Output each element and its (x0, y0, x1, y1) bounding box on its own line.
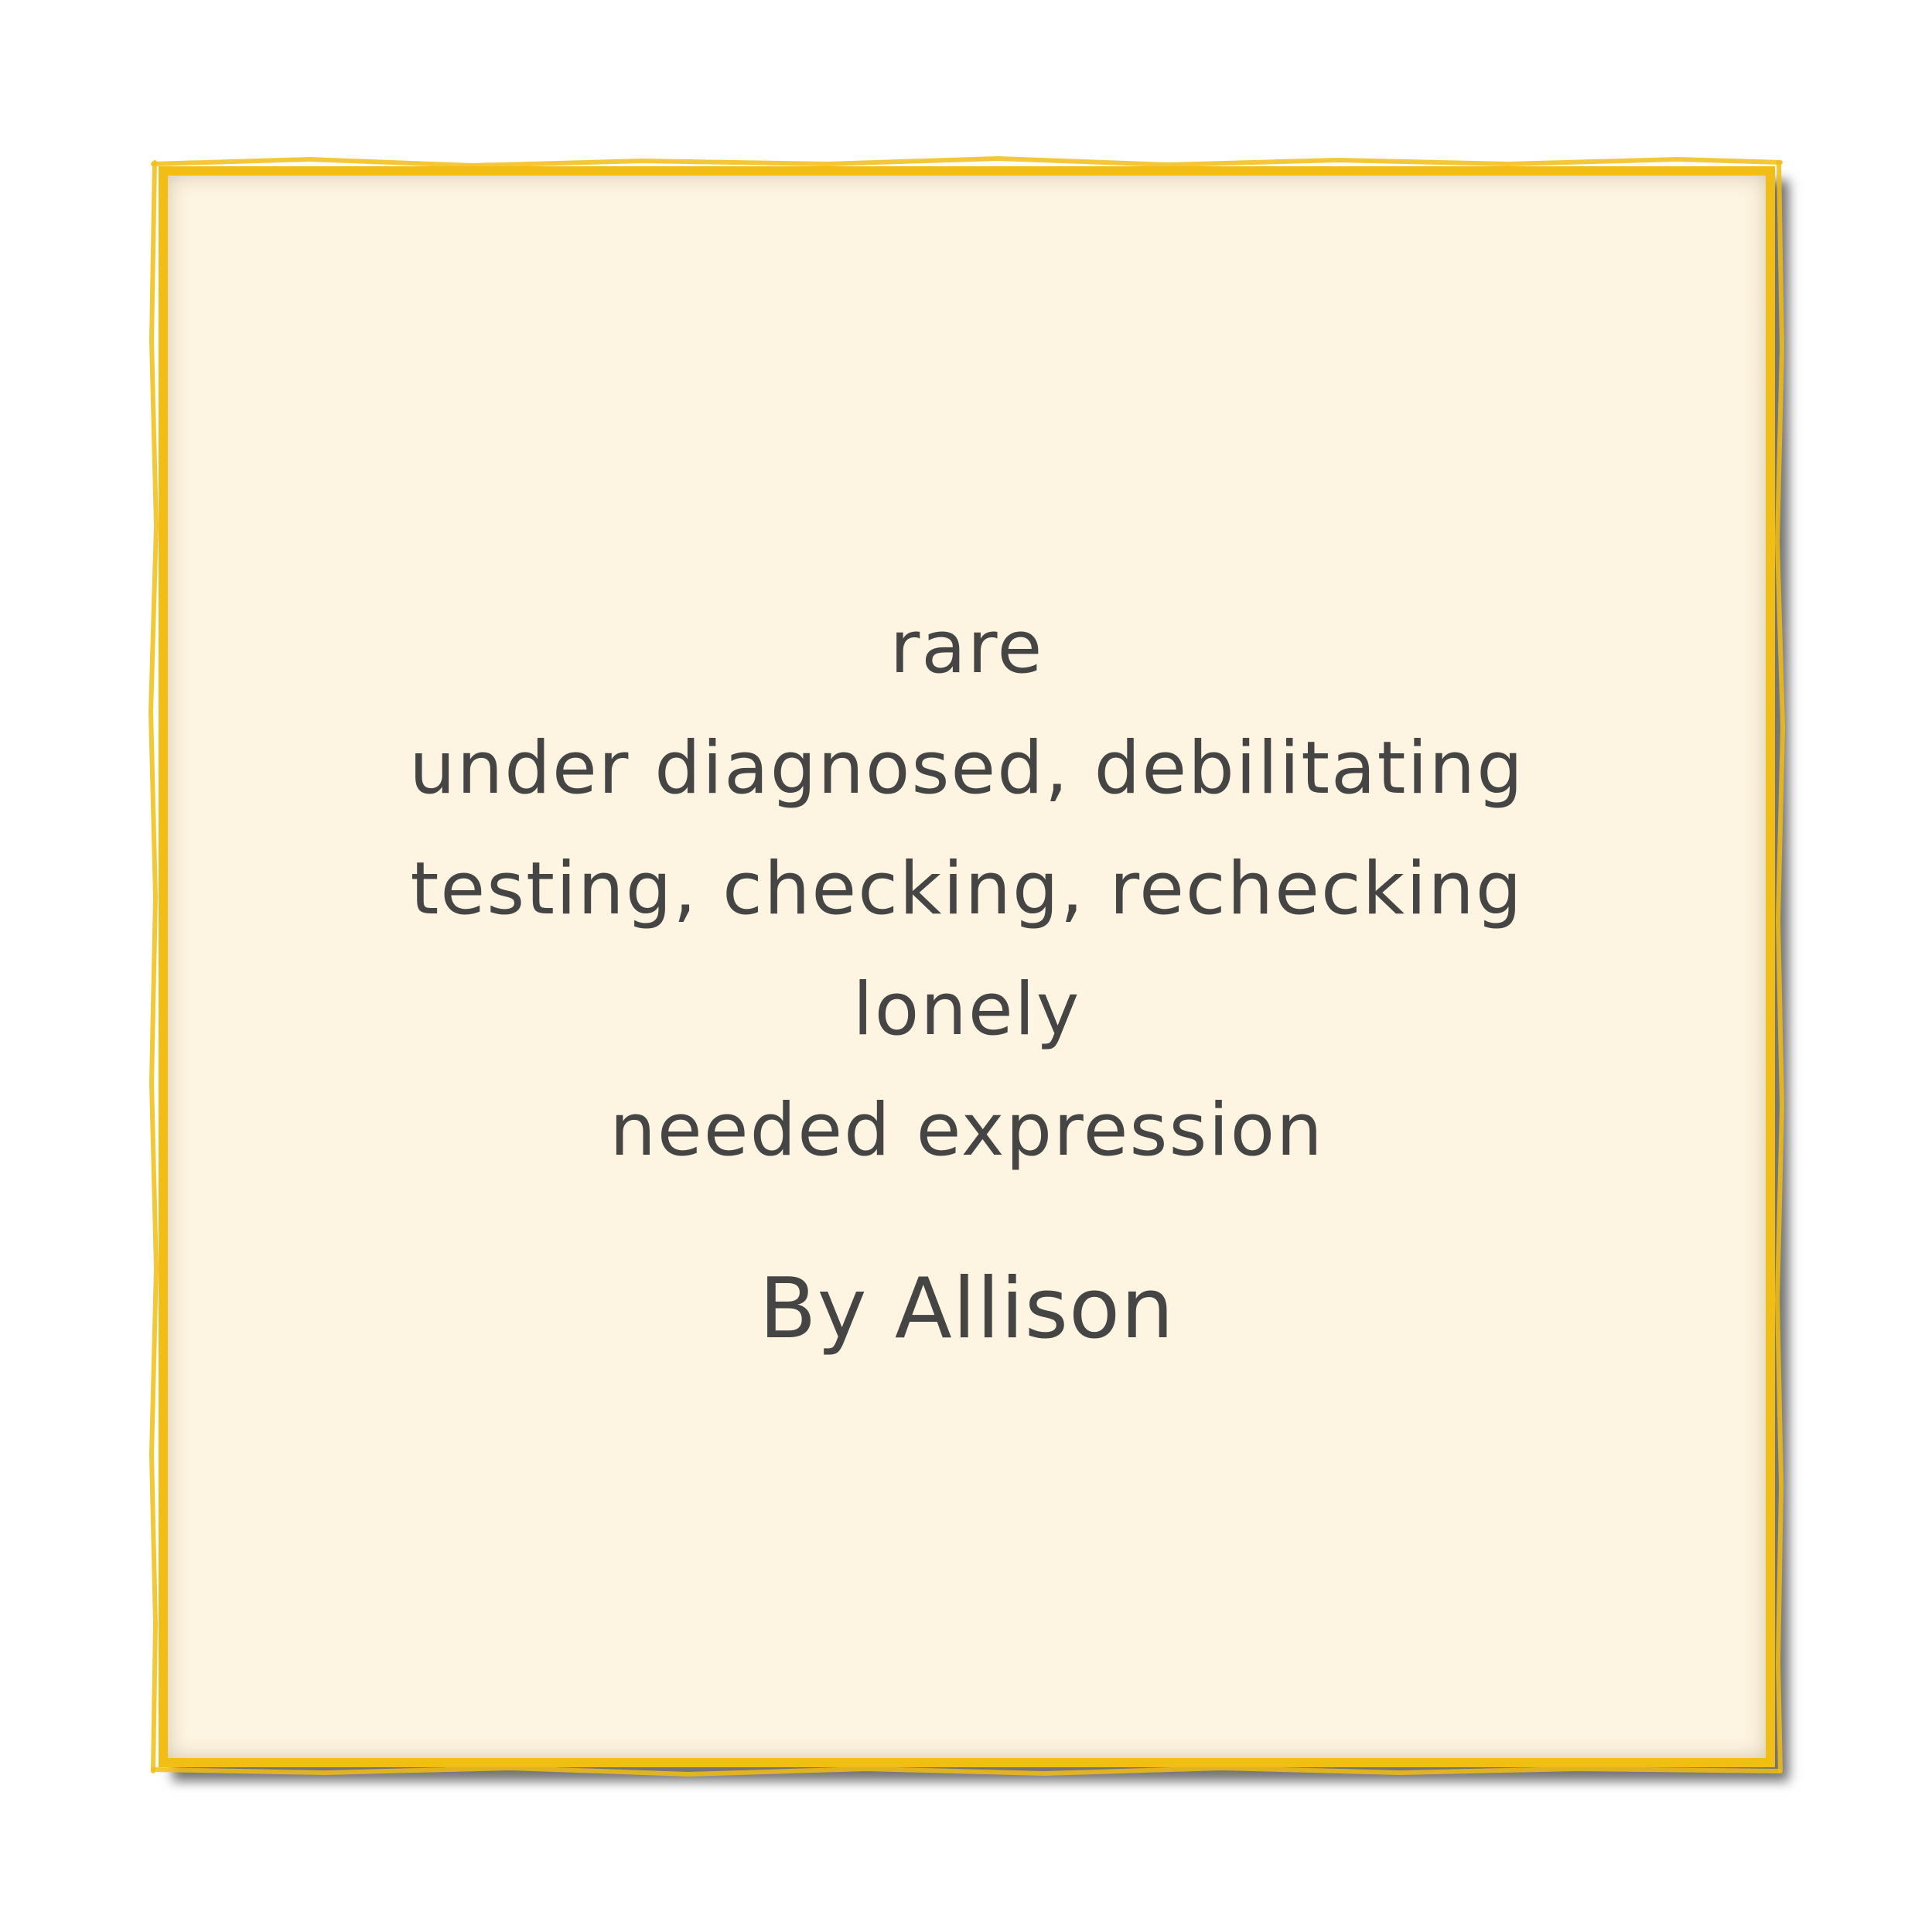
poem-line: needed expression (609, 1088, 1324, 1173)
poem-line: under diagnosed, debilitating (409, 726, 1524, 811)
poem-line: lonely (852, 968, 1081, 1052)
poem-author: By Allison (759, 1261, 1175, 1357)
poem-line: rare (889, 606, 1044, 690)
poem-line: testing, checking, rechecking (410, 847, 1524, 931)
poem-card (159, 166, 1775, 1767)
poem-text: rare under diagnosed, debilitating testi… (159, 588, 1775, 1360)
